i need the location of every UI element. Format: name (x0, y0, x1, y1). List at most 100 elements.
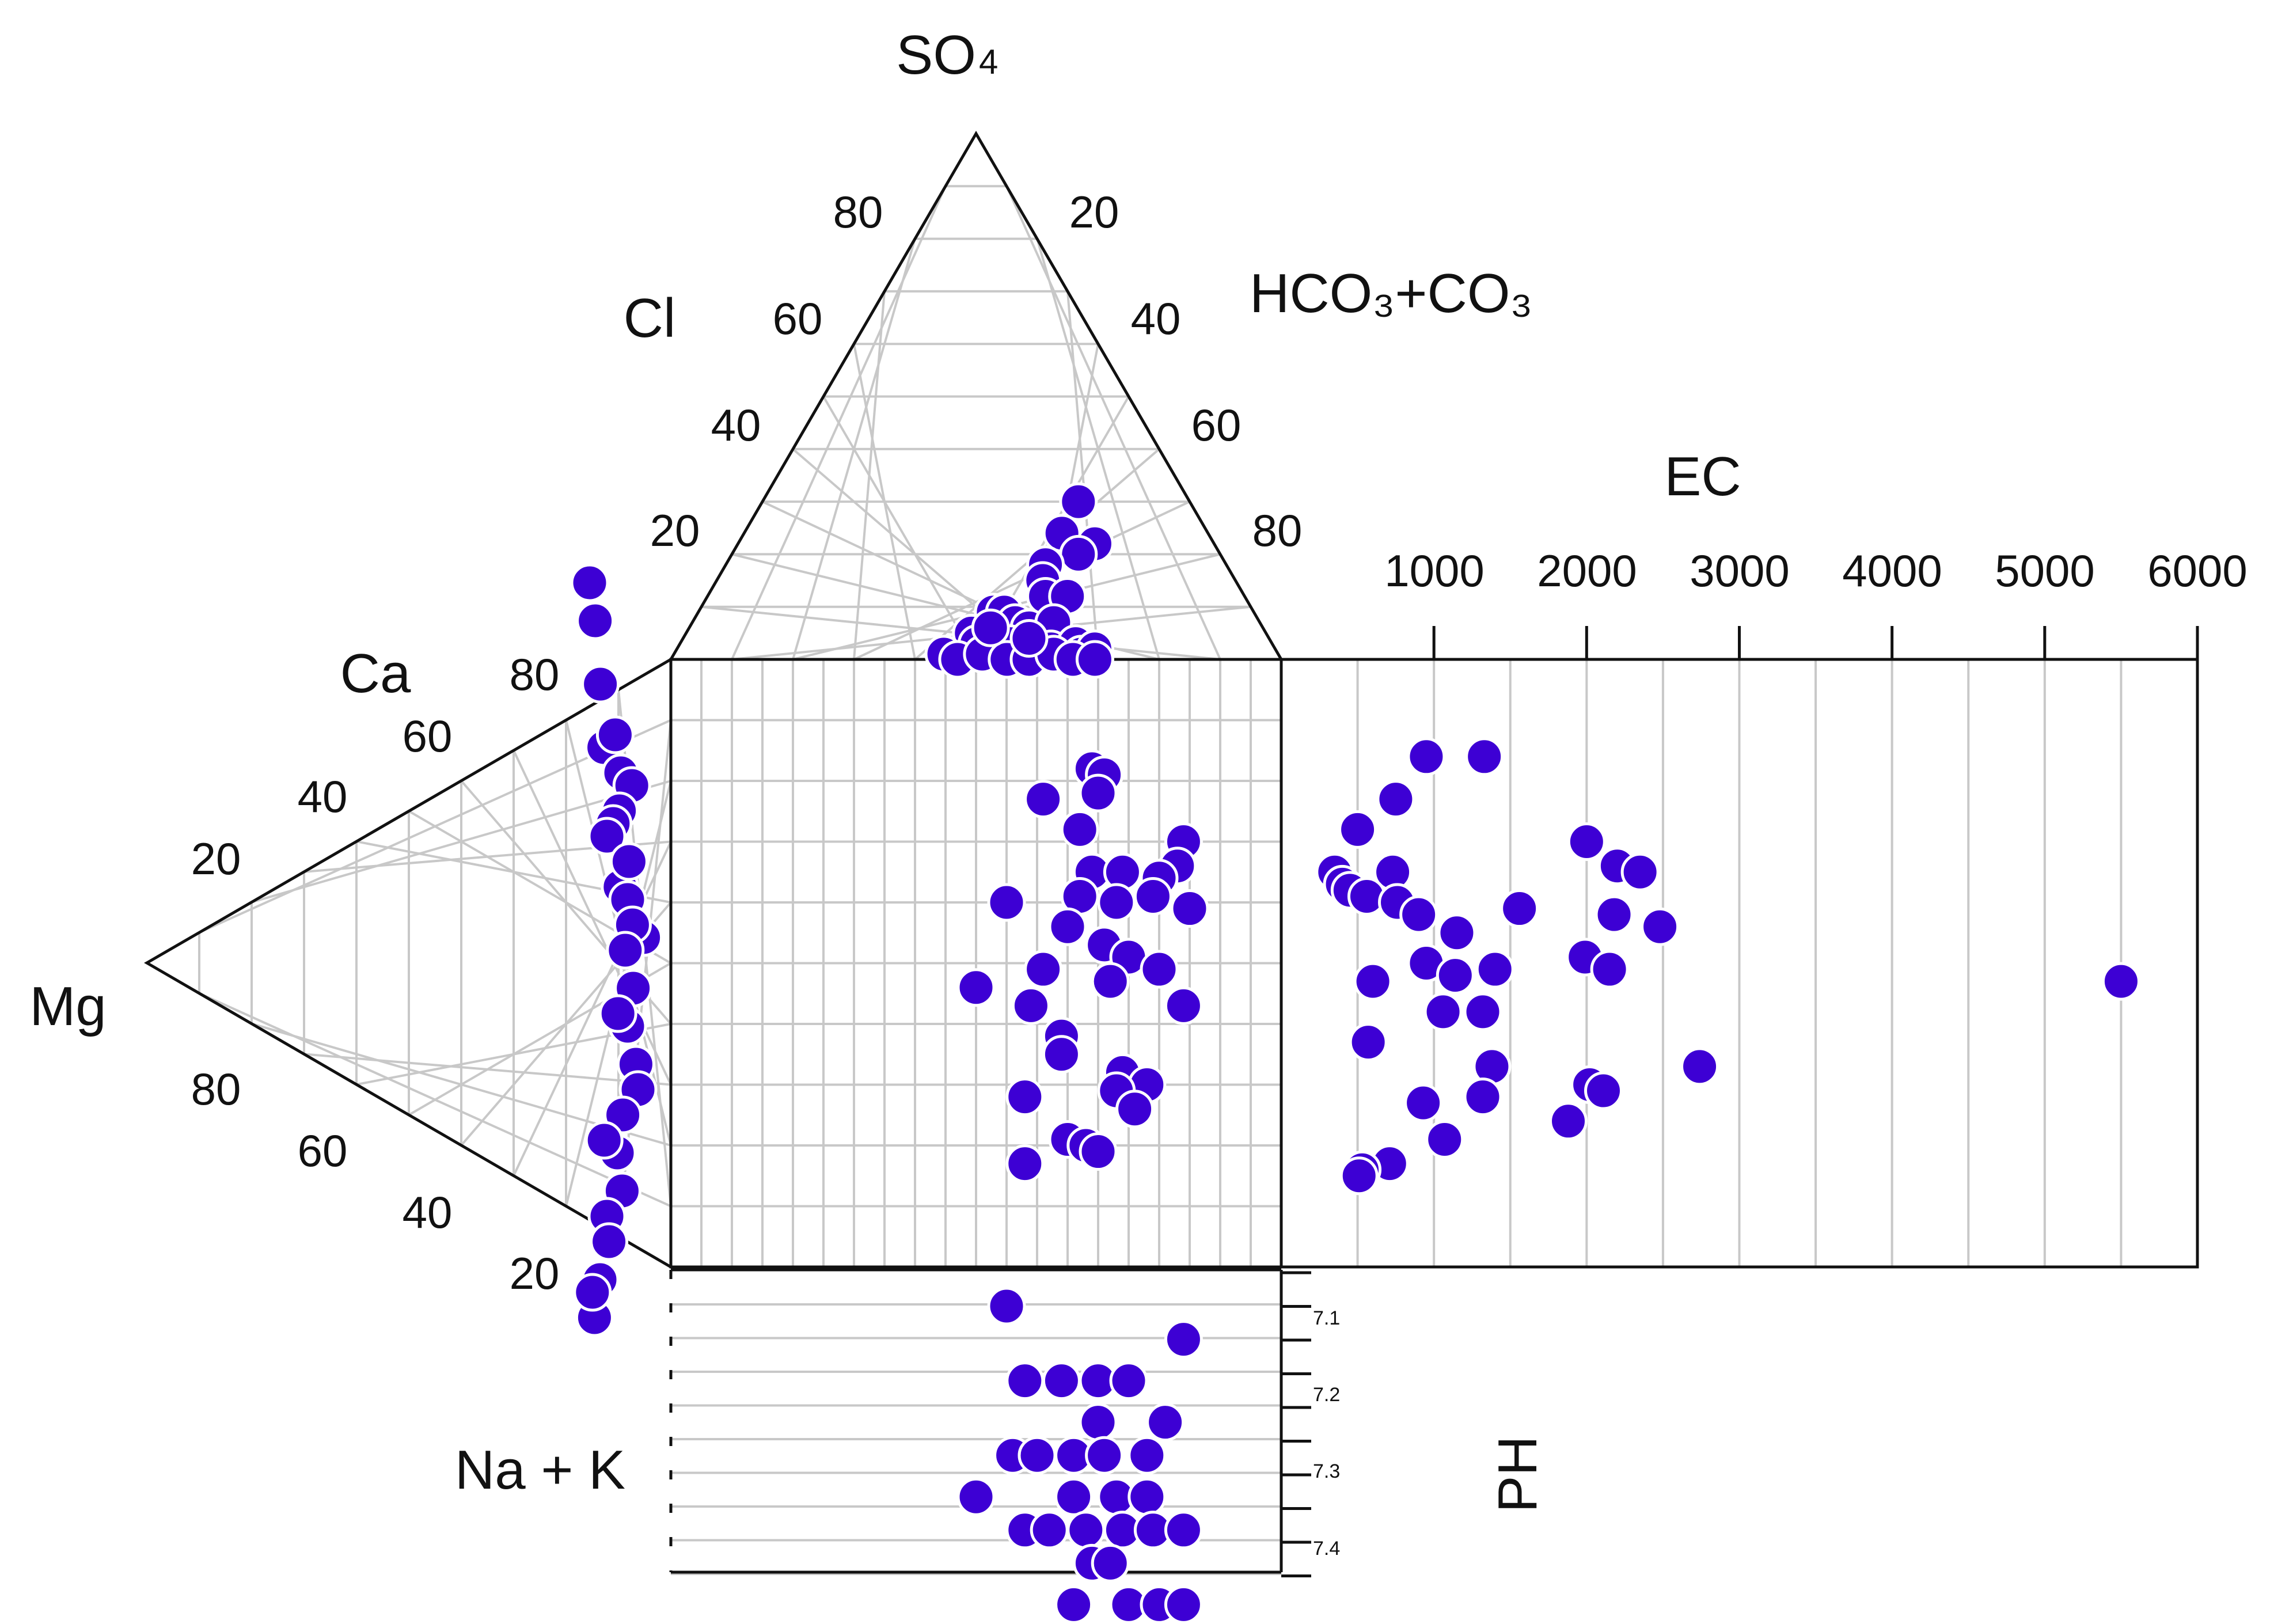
ec-point (1463, 992, 1502, 1031)
cation-grid-line (303, 1053, 671, 1086)
point-layer (570, 482, 2140, 1624)
cation-lower-tick: 80 (191, 1064, 241, 1114)
cation-point (576, 601, 615, 640)
ec-point (1436, 956, 1475, 995)
ph-point (1054, 1477, 1094, 1516)
anion-left-tick: 80 (833, 187, 883, 237)
label-layer: SO 4 Cl HCO₃+CO₃ 80 60 40 20 20 40 60 80… (29, 24, 2247, 1560)
ph-point (1066, 1511, 1106, 1550)
diamond-point (1024, 950, 1063, 989)
anion-grid-line (822, 396, 977, 661)
cation-lower-tick: 20 (510, 1248, 560, 1299)
ec-point (1425, 1120, 1464, 1159)
frame-layer (144, 131, 2199, 1577)
anion-point (1059, 534, 1098, 574)
anion-right-tick: 20 (1069, 187, 1119, 237)
ec-point (2101, 962, 2140, 1001)
ph-point (1042, 1361, 1081, 1401)
ec-title: EC (1664, 446, 1741, 507)
ec-point (1590, 950, 1629, 989)
ph-point (1030, 1511, 1069, 1550)
diamond-point (1060, 810, 1099, 849)
ec-point (1339, 1156, 1379, 1196)
ec-point (1549, 1102, 1588, 1141)
anion-left-label: Cl (624, 287, 676, 349)
anion-grid-line (1005, 185, 1221, 660)
ec-point (1463, 1077, 1502, 1117)
anion-grid-line (1036, 238, 1160, 660)
diamond-point (1164, 986, 1203, 1025)
ph-point (1146, 1403, 1185, 1442)
ph-point (956, 1477, 996, 1516)
diamond-point (956, 968, 996, 1007)
cation-point (609, 842, 648, 881)
diamond-point (1042, 1035, 1081, 1074)
ec-tick-label: 5000 (1995, 545, 2095, 596)
diamond-point (1011, 986, 1050, 1025)
anion-apex-label: SO (896, 24, 976, 86)
anion-point (971, 608, 1010, 647)
cation-upper-tick: 80 (510, 649, 560, 700)
ec-point (1423, 992, 1463, 1031)
ec-point (1620, 852, 1660, 891)
ec-point (1399, 895, 1438, 934)
diamond-point (1079, 773, 1118, 813)
ec-point (1465, 737, 1504, 776)
cation-apex-label: Mg (29, 976, 106, 1037)
anion-grid-line (1066, 291, 1099, 660)
ec-point (1680, 1047, 1719, 1086)
ph-point (1127, 1436, 1167, 1475)
ec-tick-label: 4000 (1842, 545, 1942, 596)
ph-point (1005, 1361, 1045, 1401)
ec-point (1376, 780, 1415, 819)
ph-tick-label: 7.1 (1313, 1307, 1340, 1329)
cation-point (573, 1273, 612, 1312)
diamond-point (1097, 883, 1136, 922)
cation-top-label: Ca (340, 643, 411, 704)
ec-point (1584, 1071, 1623, 1110)
ph-point (1054, 1585, 1094, 1624)
ph-title: PH (1487, 1436, 1548, 1512)
cation-upper-tick: 60 (403, 711, 453, 761)
ph-point (1127, 1477, 1167, 1516)
cation-point (581, 665, 620, 704)
diamond-point (987, 883, 1026, 922)
ec-point (1437, 913, 1476, 953)
ph-point (1085, 1436, 1124, 1475)
diamond-point (1005, 1077, 1045, 1117)
anion-apex-subscript: 4 (979, 43, 998, 81)
diamond-point (1048, 907, 1087, 946)
ec-point (1475, 950, 1514, 989)
ph-point (1164, 1511, 1203, 1550)
anion-right-tick: 80 (1252, 505, 1303, 556)
ec-point (1567, 822, 1606, 861)
anion-point (1009, 619, 1049, 658)
anion-right-tick: 60 (1191, 400, 1242, 450)
diamond-point (1005, 1144, 1045, 1183)
ph-point (1164, 1320, 1203, 1359)
ec-tick-label: 3000 (1690, 545, 1790, 596)
diamond-point (1133, 876, 1172, 916)
cation-bottom-label: Na + K (455, 1439, 625, 1501)
cation-point (584, 1121, 624, 1160)
ec-point (1404, 1083, 1443, 1122)
ec-point (1407, 737, 1446, 776)
ph-point (1018, 1436, 1057, 1475)
diamond-point (1079, 1132, 1118, 1171)
cation-point (595, 715, 635, 754)
cation-point (587, 817, 627, 856)
ph-point (1091, 1543, 1130, 1583)
ph-point (1079, 1403, 1118, 1442)
ec-tick-label: 2000 (1537, 545, 1637, 596)
ec-tick-label: 1000 (1384, 545, 1485, 596)
anion-right-label: HCO₃+CO₃ (1250, 263, 1533, 324)
ph-tick-label: 7.4 (1313, 1538, 1340, 1560)
diamond-point (1115, 1090, 1155, 1129)
ec-point (1500, 889, 1539, 928)
cation-upper-tick: 20 (191, 833, 241, 884)
ec-point (1641, 907, 1680, 946)
cation-point (570, 563, 609, 602)
anion-right-tick: 40 (1131, 293, 1181, 344)
cation-point (606, 931, 645, 970)
diamond-point (1091, 962, 1130, 1001)
